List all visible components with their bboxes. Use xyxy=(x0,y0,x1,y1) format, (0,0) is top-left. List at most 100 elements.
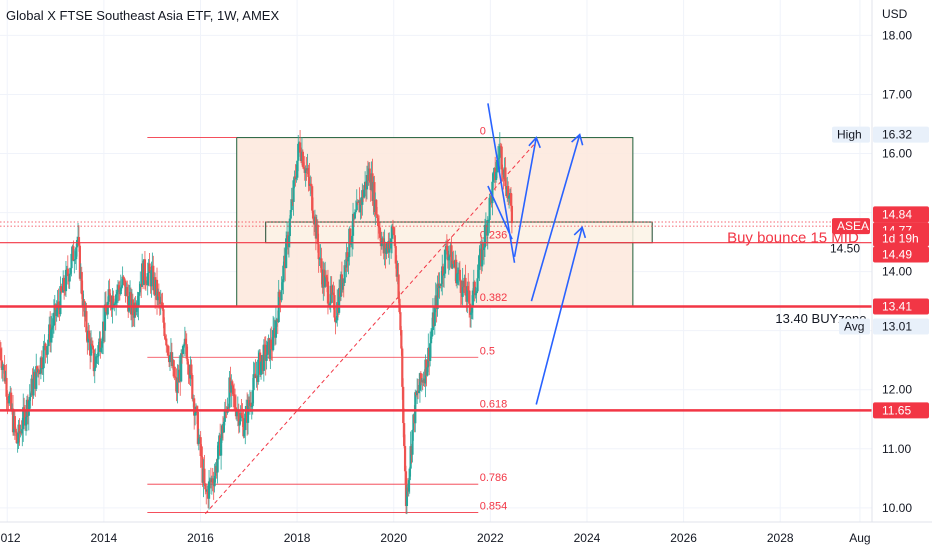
y-tick-label: 12.00 xyxy=(882,383,912,397)
candle-body xyxy=(176,377,179,393)
candle-body xyxy=(94,356,97,368)
price-label: 13.41 xyxy=(882,299,912,313)
candle-body xyxy=(482,247,486,250)
candle-body xyxy=(232,385,235,395)
candle-body xyxy=(311,210,315,219)
candle-body xyxy=(343,265,346,283)
candle-body xyxy=(174,377,177,379)
candle-body xyxy=(459,280,462,293)
price-label-bg xyxy=(873,246,929,263)
candle-body xyxy=(429,343,432,362)
side-label-bg xyxy=(832,218,870,235)
candle-body xyxy=(108,289,111,296)
candle-body xyxy=(222,421,225,433)
candle-body xyxy=(185,344,188,359)
candle-body xyxy=(38,373,42,375)
candle-body xyxy=(15,432,18,444)
candle-body xyxy=(355,201,358,211)
candle-body xyxy=(341,278,344,290)
candle-body xyxy=(477,269,480,279)
candle-body xyxy=(203,468,206,484)
candle-body xyxy=(429,336,433,344)
candle-body xyxy=(252,374,255,391)
candle-body xyxy=(311,186,314,211)
candle-body xyxy=(476,278,479,292)
candle-body xyxy=(233,396,237,408)
candle-body xyxy=(107,289,110,302)
candle-body xyxy=(160,302,163,308)
candle-body xyxy=(436,283,439,310)
candle-body xyxy=(162,309,165,323)
candle-body xyxy=(173,376,176,378)
candle-body xyxy=(96,356,99,358)
candle-body xyxy=(121,276,124,286)
candle-body xyxy=(57,301,60,307)
candle-body xyxy=(126,287,129,297)
candle-body xyxy=(405,487,409,506)
candle-body xyxy=(447,256,450,261)
x-tick-label: 2024 xyxy=(574,531,601,545)
candle-body xyxy=(400,329,403,349)
price-label-bg xyxy=(873,402,929,419)
candle-body xyxy=(150,270,153,287)
currency-label: USD xyxy=(882,7,908,21)
candle-body xyxy=(70,253,73,269)
candle-body xyxy=(510,205,514,224)
candle-body xyxy=(324,275,327,287)
candle-body xyxy=(241,415,244,419)
candle-body xyxy=(77,237,81,246)
candle-body xyxy=(475,291,478,294)
candle-body xyxy=(180,353,183,382)
x-tick-label: 2026 xyxy=(670,531,697,545)
candle-body xyxy=(119,287,122,295)
candle-body xyxy=(49,329,53,343)
candle-body xyxy=(172,360,175,377)
candle-body xyxy=(122,276,125,279)
candle-body xyxy=(146,273,149,286)
candle-body xyxy=(113,303,116,307)
candle-body xyxy=(498,145,501,158)
candle-body xyxy=(22,407,25,430)
candle-body xyxy=(409,446,412,469)
candle-body xyxy=(317,244,320,260)
candle-body xyxy=(217,441,220,460)
candle-body xyxy=(330,285,333,295)
candle-body xyxy=(380,241,383,247)
candle-body xyxy=(196,411,199,444)
fib-level-label: 0.618 xyxy=(480,398,508,410)
candle-body xyxy=(66,268,69,277)
candle-body xyxy=(278,291,281,298)
price-label-bg xyxy=(873,230,929,247)
candle-body xyxy=(288,218,291,237)
candle-body xyxy=(390,226,394,239)
candle-body xyxy=(481,243,484,267)
arrow-head xyxy=(571,133,584,146)
candle-body xyxy=(216,459,219,473)
candle-body xyxy=(508,195,511,199)
price-label: 14.49 xyxy=(882,248,912,262)
candle-body xyxy=(430,330,434,337)
candle-body xyxy=(378,227,382,238)
candle-body xyxy=(237,409,240,426)
y-tick-label: 17.00 xyxy=(882,87,912,101)
blue-arrow xyxy=(530,134,581,302)
candle-body xyxy=(266,341,269,355)
candle-body xyxy=(197,438,200,444)
candle-body xyxy=(92,349,95,372)
candles xyxy=(0,129,514,515)
candle-body xyxy=(29,393,32,398)
candle-body xyxy=(464,277,467,296)
candle-body xyxy=(32,379,35,396)
candle-body xyxy=(274,320,278,338)
candle-body xyxy=(115,291,119,295)
candle-body xyxy=(37,369,41,374)
candle-body xyxy=(168,355,172,363)
candle-body xyxy=(272,330,275,351)
candle-body xyxy=(461,280,464,297)
candle-body xyxy=(458,269,461,281)
side-label: Avg xyxy=(844,320,864,334)
candle-body xyxy=(359,199,362,213)
candle-body xyxy=(262,344,265,371)
candle-body xyxy=(6,396,9,401)
